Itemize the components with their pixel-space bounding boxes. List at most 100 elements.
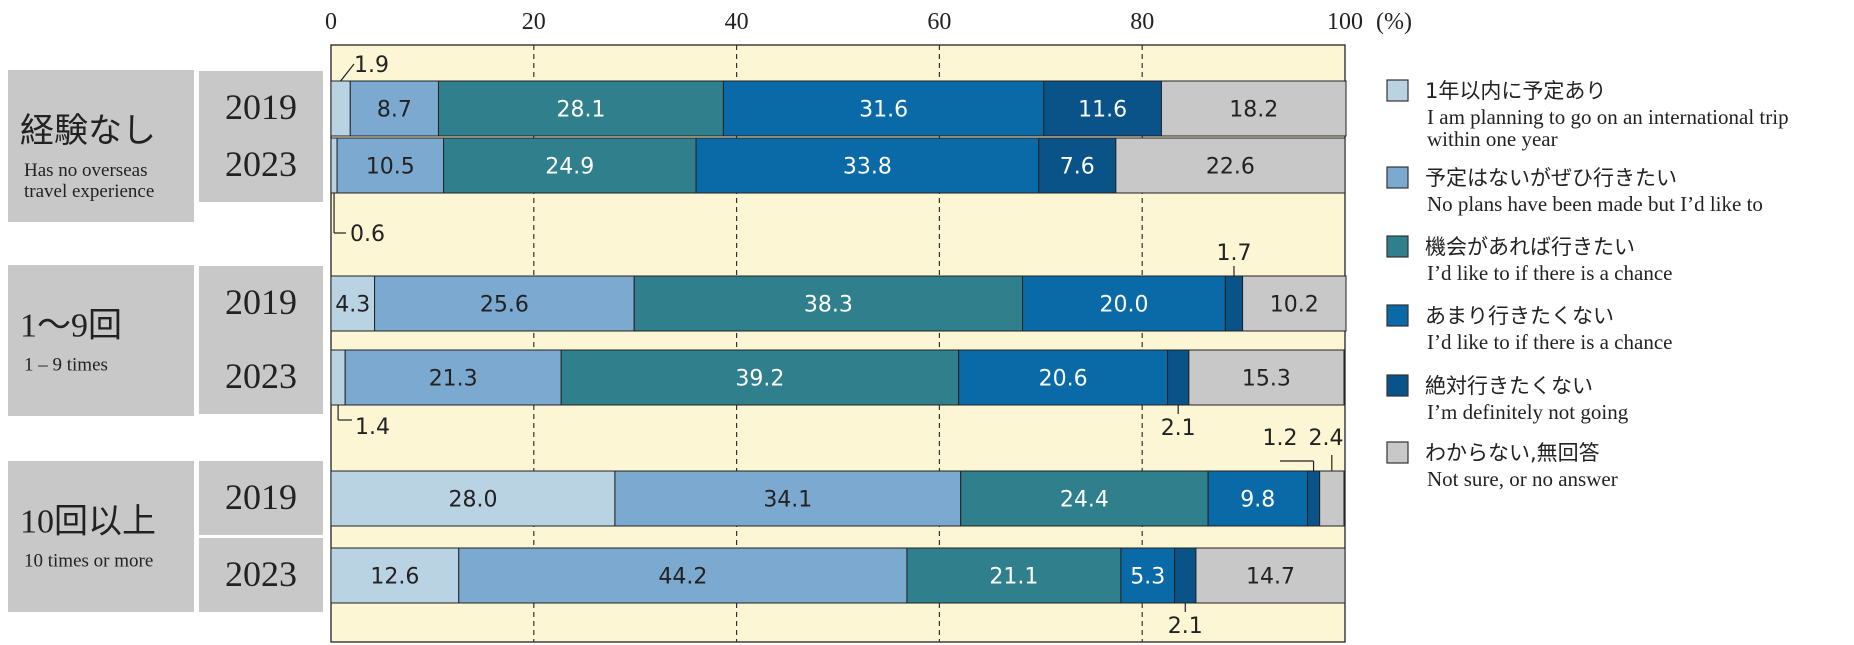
data-label: 25.6 xyxy=(480,293,529,318)
bar-segment xyxy=(349,80,439,137)
bar-segment xyxy=(906,547,1122,604)
bar-segment xyxy=(330,137,338,194)
legend-label-ja: 絶対行きたくない xyxy=(1425,374,1593,398)
bar-segment xyxy=(695,137,1040,194)
bar-segment xyxy=(958,349,1169,406)
bar-segment xyxy=(330,547,460,604)
bar-segment xyxy=(960,470,1209,527)
legend-label-ja: 1年以内に予定あり xyxy=(1425,79,1606,103)
year-label-box xyxy=(199,538,323,612)
data-label: 34.1 xyxy=(763,488,812,513)
bar-segment xyxy=(1224,275,1244,332)
data-label: 12.6 xyxy=(370,565,419,590)
bar-segment xyxy=(1160,80,1347,137)
x-tick-label: 80 xyxy=(1130,9,1154,35)
bar-segment xyxy=(330,349,346,406)
legend-label-ja: わからない,無回答 xyxy=(1425,441,1600,465)
bar-segment xyxy=(1195,547,1346,604)
legend-swatch xyxy=(1386,79,1409,102)
bar-segment xyxy=(1242,275,1347,332)
callout-label: 1.2 xyxy=(1263,426,1298,451)
year-label-box xyxy=(199,128,323,202)
bar-segment xyxy=(614,470,962,527)
data-label: 33.8 xyxy=(843,155,892,180)
data-label: 8.7 xyxy=(377,98,412,123)
legend-label-ja: 予定はないがぜひ行きたい xyxy=(1425,166,1677,190)
callout-label: 2.1 xyxy=(1168,614,1203,639)
bar-segment xyxy=(1174,547,1197,604)
x-tick-label: 40 xyxy=(725,9,749,35)
year-label-box xyxy=(199,266,323,340)
data-label: 24.9 xyxy=(545,155,594,180)
callout-leader xyxy=(340,63,355,82)
year-label: 2019 xyxy=(225,282,297,322)
callout-label: 1.4 xyxy=(355,415,390,440)
group-label-en: Has no overseas xyxy=(24,160,147,181)
bar-segment xyxy=(1038,137,1117,194)
x-tick-label: 100 xyxy=(1327,9,1363,35)
legend-label-en: I’m definitely not going xyxy=(1427,400,1629,424)
legend-label-en: I am planning to go on an international … xyxy=(1427,105,1789,129)
bar-segment xyxy=(458,547,908,604)
year-label: 2023 xyxy=(225,356,297,396)
group-label-ja: 経験なし xyxy=(20,112,156,150)
group-label-en: 1 – 9 times xyxy=(24,355,108,376)
bar-segment xyxy=(330,80,351,137)
legend-swatch xyxy=(1386,441,1409,464)
legend-label-en: I’d like to if there is a chance xyxy=(1427,261,1672,285)
legend-swatch xyxy=(1386,235,1409,258)
callout-label: 1.7 xyxy=(1216,241,1251,266)
data-label: 9.8 xyxy=(1240,488,1275,513)
callout-label: 2.1 xyxy=(1161,416,1196,441)
data-label: 24.4 xyxy=(1060,488,1109,513)
bar-segment xyxy=(1043,80,1162,137)
legend-label-en: No plans have been made but I’d like to xyxy=(1427,192,1763,216)
x-tick-label: 60 xyxy=(927,9,951,35)
legend-label-en: Not sure, or no answer xyxy=(1427,467,1618,491)
bar-segment xyxy=(1188,349,1345,406)
group-label-ja: 1〜9回 xyxy=(20,308,122,345)
group-label-box xyxy=(8,265,194,416)
data-label: 18.2 xyxy=(1229,98,1278,123)
data-label: 10.5 xyxy=(366,155,415,180)
legend-label-en: I’d like to if there is a chance xyxy=(1427,330,1672,354)
bar-segment xyxy=(1306,470,1321,527)
data-label: 11.6 xyxy=(1078,98,1127,123)
bar-segment xyxy=(330,275,376,332)
year-label: 2023 xyxy=(225,144,297,184)
bar-segment xyxy=(1319,470,1345,527)
data-label: 7.6 xyxy=(1060,155,1095,180)
bar-segment xyxy=(1115,137,1346,194)
data-label: 38.3 xyxy=(804,293,853,318)
data-label: 4.3 xyxy=(335,293,370,318)
year-label-box xyxy=(199,340,323,414)
data-label: 31.6 xyxy=(859,98,908,123)
data-label: 20.6 xyxy=(1039,367,1088,392)
x-unit-label: (%) xyxy=(1376,9,1412,35)
data-label: 21.3 xyxy=(429,367,478,392)
data-label: 21.1 xyxy=(989,565,1038,590)
legend-swatch xyxy=(1386,166,1409,189)
bar-segment xyxy=(1207,470,1308,527)
data-label: 28.0 xyxy=(448,488,497,513)
year-label: 2019 xyxy=(225,87,297,127)
data-label: 14.7 xyxy=(1246,565,1295,590)
bar-segment xyxy=(1167,349,1190,406)
data-label: 10.2 xyxy=(1270,293,1319,318)
year-label-box xyxy=(199,461,323,535)
group-label-box xyxy=(8,70,194,222)
bar-segment xyxy=(722,80,1045,137)
legend-label-en: within one year xyxy=(1427,127,1558,151)
bar-segment xyxy=(374,275,635,332)
callout-label: 2.4 xyxy=(1309,426,1344,451)
callout-label: 0.6 xyxy=(350,222,385,247)
x-tick-label: 20 xyxy=(522,9,546,35)
data-label: 28.1 xyxy=(556,98,605,123)
legend-swatch xyxy=(1386,374,1409,397)
data-label: 20.0 xyxy=(1099,293,1148,318)
year-label: 2023 xyxy=(225,554,297,594)
legend-swatch xyxy=(1386,304,1409,327)
group-label-box xyxy=(8,461,194,612)
legend-label-ja: 機会があれば行きたい xyxy=(1425,235,1635,259)
